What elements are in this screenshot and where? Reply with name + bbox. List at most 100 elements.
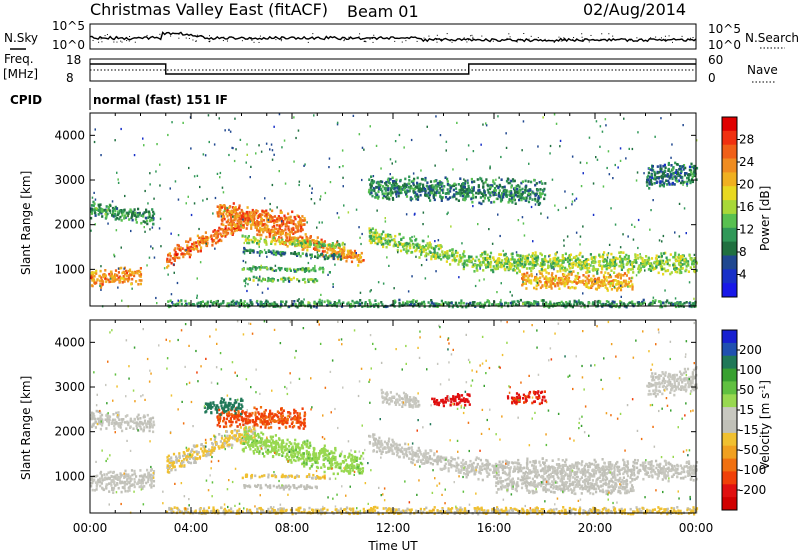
heatmap-cell <box>246 220 249 224</box>
heatmap-cell <box>273 269 275 272</box>
heatmap-cell <box>326 304 329 307</box>
noise-search-dot <box>573 37 575 39</box>
heatmap-cell <box>405 247 408 251</box>
heatmap-cell <box>114 207 117 211</box>
heatmap-cell <box>255 209 258 212</box>
heatmap-cell <box>528 253 530 256</box>
heatmap-cell <box>555 277 558 280</box>
heatmap-cell <box>123 217 126 220</box>
heatmap-cell <box>514 202 517 205</box>
heatmap-cell <box>104 269 107 272</box>
heatmap-cell <box>687 270 690 273</box>
heatmap-cell <box>595 278 598 282</box>
heatmap-cell <box>693 253 696 256</box>
heatmap-cell <box>196 302 199 306</box>
heatmap-cell <box>270 143 273 146</box>
heatmap-cell <box>197 240 200 243</box>
heatmap-cell <box>431 253 434 256</box>
heatmap-cell <box>440 196 443 199</box>
heatmap-cell <box>539 252 542 255</box>
heatmap-cell <box>289 242 292 246</box>
heatmap-cell <box>349 249 352 253</box>
heatmap-cell <box>567 286 570 289</box>
heatmap-cell <box>489 257 492 260</box>
heatmap-cell <box>206 300 209 304</box>
heatmap-cell <box>479 177 482 181</box>
heatmap-cell <box>525 196 528 199</box>
heatmap-cell <box>220 213 223 216</box>
heatmap-cell <box>358 302 361 306</box>
heatmap-cell <box>418 243 421 247</box>
heatmap-cell <box>131 213 134 217</box>
heatmap-cell <box>619 276 622 280</box>
heatmap-cell <box>429 251 432 254</box>
heatmap-cell <box>246 241 249 245</box>
heatmap-cell <box>540 299 543 302</box>
heatmap-cell <box>369 228 372 232</box>
heatmap-cell <box>92 204 95 207</box>
heatmap-cell <box>234 206 237 209</box>
heatmap-cell <box>461 256 464 259</box>
heatmap-cell <box>613 279 616 282</box>
heatmap-cell <box>316 256 319 260</box>
heatmap-cell <box>93 211 96 214</box>
heatmap-cell <box>686 182 689 186</box>
heatmap-cell <box>265 299 268 303</box>
heatmap-cell <box>592 266 596 270</box>
heatmap-cell <box>548 285 551 288</box>
heatmap-cell <box>135 221 138 224</box>
heatmap-cell <box>233 303 236 306</box>
heatmap-cell <box>219 227 222 231</box>
heatmap-cell <box>511 300 514 304</box>
heatmap-cell <box>423 305 426 308</box>
heatmap-cell <box>95 269 98 273</box>
heatmap-cell <box>544 268 547 271</box>
heatmap-cell <box>304 281 307 284</box>
heatmap-cell <box>318 298 321 302</box>
heatmap-cell <box>350 256 353 259</box>
heatmap-cell <box>486 183 489 187</box>
heatmap-cell <box>198 227 200 231</box>
heatmap-cell <box>438 180 441 183</box>
heatmap-cell <box>433 249 436 252</box>
heatmap-cell <box>605 276 608 279</box>
heatmap-cell <box>662 171 665 175</box>
heatmap-cell <box>588 136 591 139</box>
heatmap-cell <box>271 149 274 152</box>
heatmap-cell <box>395 178 398 182</box>
heatmap-cell <box>301 278 305 281</box>
heatmap-cell <box>296 214 299 217</box>
heatmap-cell <box>417 188 420 191</box>
heatmap-cell <box>434 246 437 249</box>
heatmap-cell <box>171 121 173 124</box>
heatmap-cell <box>286 218 289 221</box>
heatmap-cell <box>503 185 506 189</box>
heatmap-cell <box>420 302 423 306</box>
heatmap-cell <box>526 301 529 305</box>
heatmap-cell <box>651 166 654 170</box>
heatmap-cell <box>619 147 622 150</box>
heatmap-cell <box>460 191 464 195</box>
heatmap-cell <box>608 266 611 270</box>
heatmap-cell <box>399 249 403 253</box>
heatmap-cell <box>564 252 567 256</box>
heatmap-cell <box>580 185 583 188</box>
heatmap-cell <box>674 270 677 274</box>
heatmap-cell <box>570 262 573 266</box>
heatmap-cell <box>458 190 461 193</box>
heatmap-cell <box>377 302 380 306</box>
heatmap-cell <box>271 230 274 233</box>
heatmap-cell <box>371 227 374 230</box>
heatmap-cell <box>279 233 282 236</box>
heatmap-cell <box>547 303 550 306</box>
heatmap-cell <box>439 246 442 250</box>
heatmap-cell <box>318 254 321 258</box>
heatmap-cell <box>397 192 400 195</box>
heatmap-cell <box>373 231 377 234</box>
heatmap-cell <box>614 258 617 262</box>
heatmap-cell <box>539 280 542 284</box>
heatmap-cell <box>278 235 281 239</box>
heatmap-cell <box>123 280 126 283</box>
heatmap-cell <box>403 303 406 307</box>
heatmap-cell <box>368 178 371 181</box>
